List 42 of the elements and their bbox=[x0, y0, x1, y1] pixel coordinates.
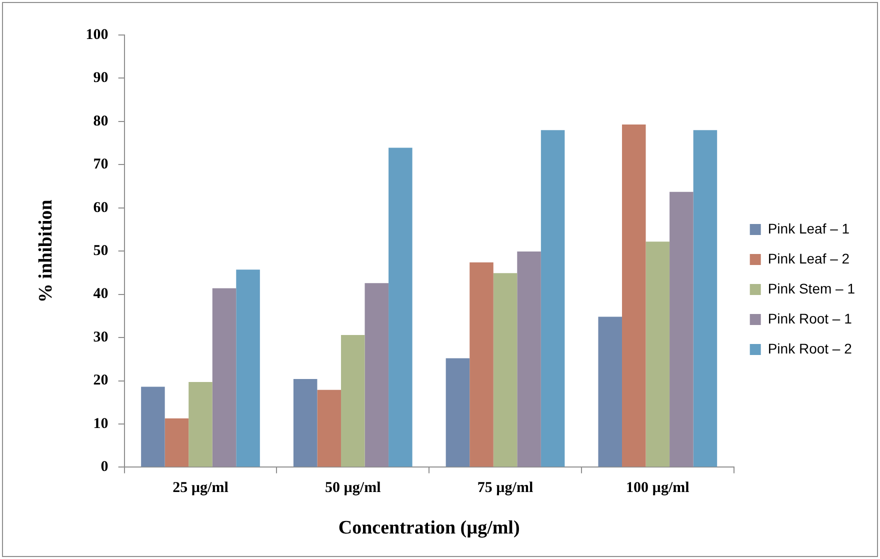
bar bbox=[188, 382, 212, 467]
y-tick-label: 60 bbox=[93, 200, 108, 216]
bar bbox=[317, 390, 341, 467]
x-axis-title: Concentration (µg/ml) bbox=[338, 518, 520, 539]
bar bbox=[293, 379, 318, 467]
bar bbox=[141, 386, 165, 467]
bar bbox=[340, 334, 365, 467]
bar bbox=[646, 242, 670, 467]
legend-label: Pink Stem – 1 bbox=[768, 280, 856, 296]
y-tick-label: 10 bbox=[93, 416, 108, 432]
bar bbox=[693, 130, 718, 467]
bar bbox=[622, 124, 646, 467]
legend-label: Pink Leaf – 1 bbox=[768, 220, 850, 236]
bar bbox=[388, 148, 412, 467]
bar bbox=[364, 283, 389, 467]
bar bbox=[493, 273, 518, 467]
y-tick-label: 20 bbox=[93, 372, 108, 389]
y-tick-label: 0 bbox=[100, 459, 108, 476]
legend-label: Pink Leaf – 2 bbox=[768, 250, 850, 266]
y-tick-label: 80 bbox=[93, 113, 108, 130]
y-tick-label: 40 bbox=[93, 286, 108, 302]
x-tick-label: 75 µg/ml bbox=[477, 480, 534, 496]
x-tick-label: 50 µg/ml bbox=[325, 480, 381, 496]
bar bbox=[470, 262, 494, 467]
bar bbox=[212, 288, 236, 467]
bar bbox=[598, 316, 622, 467]
bar bbox=[446, 358, 470, 467]
y-tick-label: 50 bbox=[93, 242, 108, 259]
y-tick-label: 90 bbox=[93, 70, 108, 86]
y-tick-label: 70 bbox=[93, 156, 108, 173]
bar bbox=[236, 270, 260, 467]
bar bbox=[164, 418, 189, 467]
y-axis-title: % inhibition bbox=[35, 199, 56, 303]
legend-label: Pink Root – 2 bbox=[768, 340, 852, 356]
bar bbox=[540, 130, 565, 467]
y-tick-label: 30 bbox=[93, 329, 108, 346]
bar bbox=[670, 192, 694, 467]
y-tick-label: 100 bbox=[86, 26, 108, 43]
x-tick-label: 25 µg/ml bbox=[172, 480, 228, 496]
bar bbox=[517, 252, 541, 467]
x-tick-label: 100 µg/ml bbox=[626, 480, 690, 496]
legend-label: Pink Root – 1 bbox=[768, 310, 852, 326]
